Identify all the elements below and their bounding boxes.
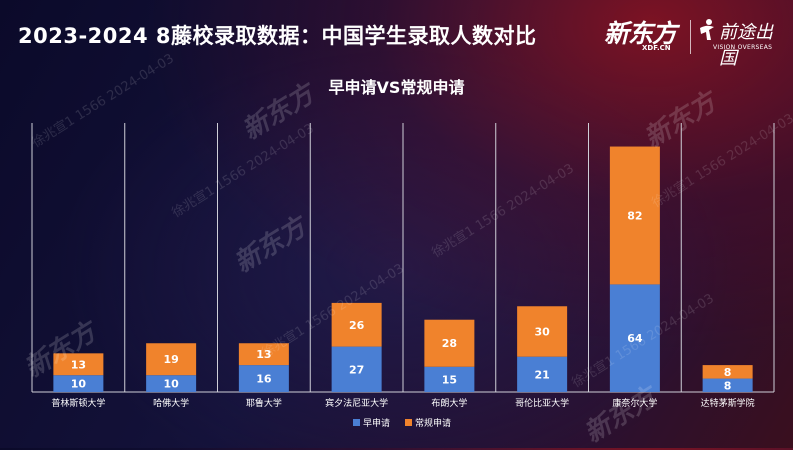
xdf-logo-text: 新东方: [604, 19, 677, 48]
data-label: 10: [71, 378, 87, 391]
bar-early: [53, 375, 104, 392]
data-label: 27: [349, 363, 364, 376]
vision-logo-english: VISION OVERSEAS: [713, 44, 773, 51]
bar-early: [146, 375, 197, 392]
bar-regular: [517, 306, 568, 357]
data-label: 10: [163, 378, 179, 391]
vision-logo-text: 前途出国: [719, 22, 773, 69]
legend-label-early: 早申请: [363, 417, 390, 429]
data-label: 13: [71, 358, 86, 371]
logo-divider: [690, 20, 691, 54]
data-label: 8: [724, 379, 732, 392]
bar-early: [331, 346, 382, 392]
x-tick-label: 康奈尔大学: [612, 397, 657, 409]
bar-early: [609, 284, 660, 392]
bar-early: [517, 356, 568, 392]
data-label: 21: [534, 368, 549, 381]
bar-early: [238, 365, 289, 392]
xdf-logo-domain: XDF.CN: [642, 44, 671, 52]
x-tick-label: 普林斯顿大学: [51, 397, 105, 409]
data-label: 28: [442, 337, 457, 350]
bar-early: [702, 378, 753, 392]
x-tick-label: 耶鲁大学: [246, 397, 282, 409]
data-label: 13: [256, 348, 271, 361]
data-label: 30: [534, 325, 550, 338]
legend-swatch-regular: [405, 419, 412, 426]
data-label: 19: [163, 353, 178, 366]
page-title: 2023-2024 8藤校录取数据：中国学生录取人数对比: [18, 24, 537, 48]
chart-title: 早申请VS常规申请: [328, 78, 465, 97]
x-tick-label: 宾夕法尼亚大学: [325, 397, 388, 409]
xdf-logo: 新东方 XDF.CN: [604, 14, 688, 58]
bar-regular: [702, 365, 753, 379]
x-tick-label: 达特茅斯学院: [701, 397, 755, 409]
bar-regular: [331, 302, 382, 347]
data-label: 64: [627, 332, 643, 345]
legend-swatch-early: [353, 419, 360, 426]
bar-regular: [146, 343, 197, 376]
bar-regular: [609, 146, 660, 285]
vision-overseas-logo: 前途出国 VISION OVERSEAS: [697, 14, 789, 69]
bar-early: [424, 366, 475, 392]
bar-regular: [238, 343, 289, 366]
x-tick-label: 哥伦比亚大学: [515, 397, 569, 409]
data-label: 82: [627, 209, 642, 222]
legend-label-regular: 常规申请: [415, 417, 451, 429]
data-label: 16: [256, 373, 272, 386]
x-tick-label: 哈佛大学: [153, 397, 189, 409]
x-tick-label: 布朗大学: [431, 397, 467, 409]
bar-regular: [53, 353, 104, 376]
data-label: 15: [442, 373, 457, 386]
bar-regular: [424, 319, 475, 367]
data-label: 8: [724, 366, 732, 379]
vision-figure-icon: [700, 19, 714, 40]
data-label: 26: [349, 319, 365, 332]
